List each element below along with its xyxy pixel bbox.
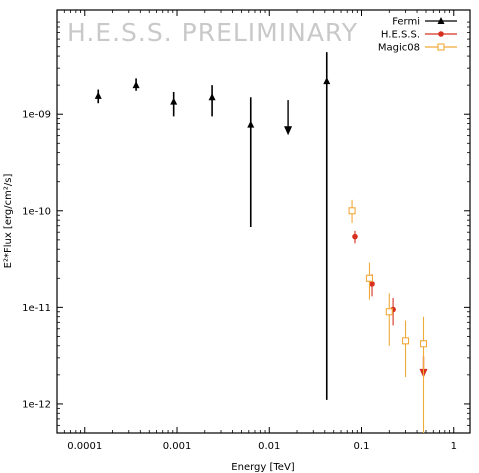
x-tick-label: 0.0001 xyxy=(67,441,102,452)
y-axis-ticks: 1e-09 1e-10 1e-11 1e-12 xyxy=(22,21,470,426)
legend: Fermi H.E.S.S. Magic08 xyxy=(378,17,457,54)
open-square-marker xyxy=(401,337,410,345)
legend-label: Fermi xyxy=(392,17,420,28)
y-tick-label: 1e-10 xyxy=(22,206,51,217)
triangle-marker xyxy=(437,17,445,24)
triangle-marker xyxy=(208,93,216,101)
x-tick-label: 1 xyxy=(451,441,457,452)
open-square-marker xyxy=(419,340,428,348)
open-square-marker xyxy=(365,274,374,282)
legend-label: Magic08 xyxy=(378,43,420,54)
open-square-marker xyxy=(385,308,393,316)
legend-label: H.E.S.S. xyxy=(381,30,420,41)
circle-marker xyxy=(352,233,358,240)
triangle-marker xyxy=(94,91,102,99)
triangle-marker xyxy=(247,120,255,128)
x-tick-label: 0.1 xyxy=(354,441,370,452)
x-axis-ticks: 0.0001 0.001 0.01 0.1 1 xyxy=(63,10,457,452)
y-tick-label: 1e-09 xyxy=(22,110,51,121)
y-tick-label: 1e-12 xyxy=(22,399,51,410)
y-axis-label: E²*Flux [erg/cm²/s] xyxy=(3,174,14,269)
series-magic08 xyxy=(348,199,428,433)
data-series xyxy=(94,52,428,433)
triangle-marker xyxy=(132,81,140,89)
series-fermi xyxy=(94,52,331,400)
plot-frame xyxy=(56,9,471,434)
y-tick-label: 1e-11 xyxy=(22,303,51,314)
circle-marker xyxy=(369,281,375,287)
open-square-marker xyxy=(437,43,445,51)
upper-limit-arrow xyxy=(284,126,293,136)
triangle-marker xyxy=(170,97,178,105)
watermark: H.E.S.S. PRELIMINARY xyxy=(67,18,358,47)
x-tick-label: 0.001 xyxy=(163,441,192,452)
x-axis-label: Energy [TeV] xyxy=(231,462,294,473)
circle-marker xyxy=(438,31,444,37)
open-square-marker xyxy=(348,207,356,215)
x-tick-label: 0.01 xyxy=(258,441,280,452)
triangle-marker xyxy=(323,77,331,85)
